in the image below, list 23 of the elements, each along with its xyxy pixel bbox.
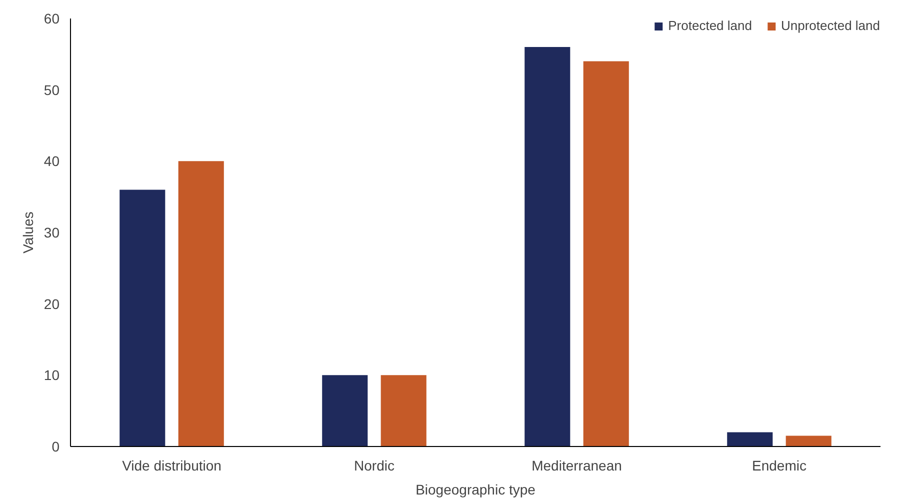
y-axis-title: Values [20, 212, 36, 254]
bar [727, 432, 773, 446]
x-tick-label: Vide distribution [122, 458, 222, 474]
bar [583, 61, 629, 446]
y-tick-label: 60 [44, 10, 60, 26]
bar [322, 375, 368, 446]
bar [120, 190, 166, 446]
bar [380, 375, 426, 446]
legend-label: Unprotected land [780, 18, 880, 33]
y-tick-label: 30 [44, 224, 60, 240]
x-tick-label: Mediterranean [532, 458, 622, 474]
y-tick-label: 40 [44, 153, 60, 170]
x-tick-label: Endemic [752, 458, 806, 474]
y-tick-label: 0 [52, 438, 60, 454]
y-tick-label: 20 [44, 296, 60, 312]
bar [786, 436, 832, 446]
bar [524, 47, 570, 446]
x-axis-title: Biogeographic type [416, 482, 536, 498]
bar [178, 161, 224, 446]
y-tick-label: 50 [44, 82, 60, 98]
x-tick-label: Nordic [354, 458, 394, 474]
legend-label: Protected land [668, 18, 752, 33]
y-tick-label: 10 [44, 367, 60, 384]
